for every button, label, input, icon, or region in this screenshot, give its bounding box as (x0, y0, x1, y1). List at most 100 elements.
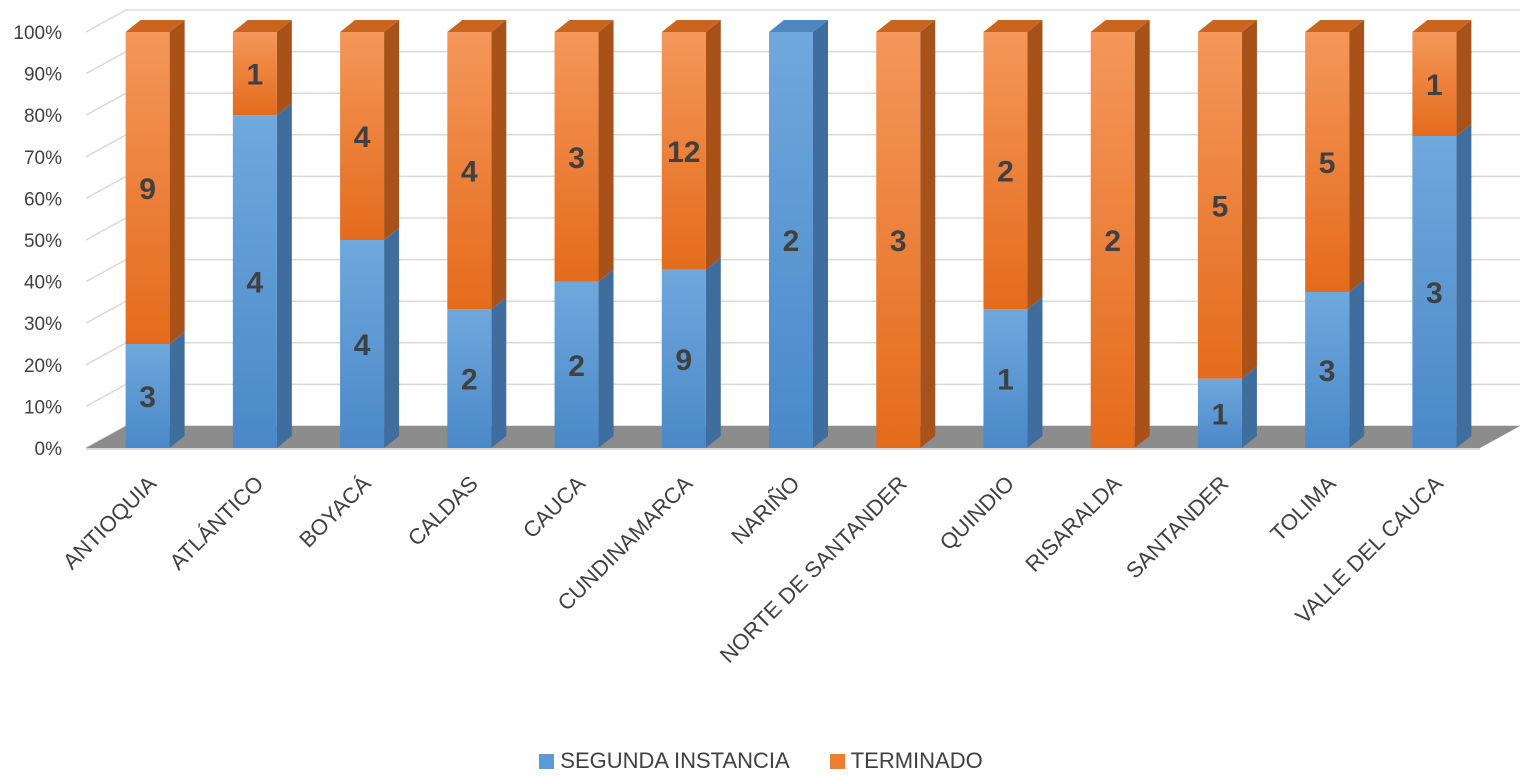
data-label-segunda-instancia-caldas: 2 (461, 364, 478, 397)
y-axis-ticks: 0% 10% 20% 30% 40% 50% 60% 70% 80% 90% 100% (13, 23, 62, 460)
data-label-segunda-instancia-cauca: 2 (568, 350, 585, 383)
y-tick-label: 30% (24, 314, 62, 335)
data-label-terminado-santander: 5 (1212, 190, 1229, 223)
bar-segunda-instancia-quindio[interactable] (983, 309, 1028, 448)
data-label-segunda-instancia-cundinamarca: 9 (675, 344, 692, 377)
x-category-label-boyaca: BOYACÁ (294, 471, 376, 553)
data-label-terminado-valle-del-cauca: 1 (1426, 69, 1443, 102)
bar-side-terminado-norte-de-santander (920, 20, 936, 448)
bar-side-segunda-instancia-valle-del-cauca (1456, 124, 1472, 448)
legend-item-segunda-instancia[interactable]: SEGUNDA INSTANCIA (539, 748, 790, 774)
bar-terminado-atlantico[interactable] (232, 32, 277, 116)
bar-segunda-instancia-santander[interactable] (1197, 378, 1242, 448)
bar-terminado-risaralda[interactable] (1090, 32, 1135, 448)
bar-side-terminado-antioquia (169, 20, 185, 344)
bar-side-terminado-cauca (598, 20, 614, 282)
x-category-label-antioquia: ANTIOQUIA (58, 471, 161, 574)
bar-side-segunda-instancia-boyaca (384, 228, 400, 448)
bar-side-terminado-risaralda (1134, 20, 1150, 448)
bar-terminado-norte-de-santander[interactable] (876, 32, 921, 448)
y-tick-label: 60% (24, 189, 62, 210)
legend-swatch-terminado (829, 753, 845, 769)
bar-side-segunda-instancia-tolima (1349, 280, 1365, 448)
data-label-terminado-norte-de-santander: 3 (890, 225, 907, 258)
bar-terminado-santander[interactable] (1197, 32, 1242, 379)
bar-terminado-cauca[interactable] (554, 32, 599, 282)
bar-segunda-instancia-valle-del-cauca[interactable] (1412, 136, 1457, 448)
data-label-segunda-instancia-quindio: 1 (997, 364, 1014, 397)
data-label-segunda-instancia-tolima: 3 (1319, 355, 1336, 388)
bar-side-terminado-cundinamarca (705, 20, 721, 270)
x-category-label-quindio: QUINDIO (935, 471, 1019, 555)
bar-side-terminado-quindio (1027, 20, 1043, 310)
y-tick-label: 40% (24, 273, 62, 294)
x-category-label-atlantico: ATLÁNTICO (165, 471, 269, 575)
bar-terminado-tolima[interactable] (1305, 32, 1350, 292)
bar-side-terminado-santander (1241, 20, 1257, 379)
bar-terminado-valle-del-cauca[interactable] (1412, 32, 1457, 136)
data-label-segunda-instancia-santander: 1 (1212, 398, 1229, 431)
legend-label-segunda-instancia: SEGUNDA INSTANCIA (560, 748, 790, 773)
bar-terminado-antioquia[interactable] (125, 32, 170, 344)
bar-side-terminado-atlantico (276, 20, 292, 116)
bar-top-segunda-instancia-narino (769, 20, 828, 32)
bar-segunda-instancia-caldas[interactable] (447, 309, 492, 448)
data-label-segunda-instancia-atlantico: 4 (247, 267, 264, 300)
bar-top-terminado-cauca (554, 20, 614, 32)
bar-top-terminado-norte-de-santander (876, 20, 936, 32)
y-tick-label: 90% (24, 65, 62, 86)
bar-top-terminado-santander (1197, 20, 1257, 32)
x-category-label-cauca: CAUCA (518, 471, 590, 543)
bar-side-terminado-caldas (491, 20, 507, 310)
bar-top-terminado-tolima (1305, 20, 1365, 32)
x-category-label-tolima: TOLIMA (1265, 471, 1341, 547)
bar-side-segunda-instancia-cundinamarca (705, 257, 721, 448)
bar-segunda-instancia-tolima[interactable] (1305, 292, 1350, 448)
bar-terminado-caldas[interactable] (447, 32, 492, 310)
data-label-terminado-cundinamarca: 12 (667, 136, 700, 169)
legend: SEGUNDA INSTANCIA TERMINADO (0, 748, 1522, 774)
bar-side-terminado-boyaca (384, 20, 400, 240)
bar-segunda-instancia-antioquia[interactable] (125, 344, 170, 448)
y-tick-label: 0% (35, 439, 63, 460)
bar-top-terminado-quindio (983, 20, 1043, 32)
bar-segunda-instancia-cundinamarca[interactable] (661, 269, 706, 448)
bar-top-terminado-cundinamarca (661, 20, 721, 32)
gridline (85, 9, 1520, 33)
y-tick-label: 70% (24, 148, 62, 169)
bar-top-terminado-valle-del-cauca (1412, 20, 1472, 32)
bar-segunda-instancia-narino[interactable] (769, 32, 813, 448)
legend-item-terminado[interactable]: TERMINADO (829, 748, 983, 774)
bar-segunda-instancia-boyaca[interactable] (340, 240, 385, 448)
data-label-terminado-boyaca: 4 (354, 121, 371, 154)
bar-terminado-quindio[interactable] (983, 32, 1028, 310)
y-tick-label: 10% (24, 397, 62, 418)
data-label-segunda-instancia-boyaca: 4 (354, 329, 371, 362)
bar-side-terminado-tolima (1349, 20, 1365, 292)
data-label-segunda-instancia-valle-del-cauca: 3 (1426, 277, 1443, 310)
bar-top-terminado-risaralda (1090, 20, 1150, 32)
bar-segunda-instancia-cauca[interactable] (554, 281, 599, 448)
bar-side-segunda-instancia-atlantico (276, 103, 292, 448)
data-label-segunda-instancia-antioquia: 3 (139, 381, 156, 414)
y-tick-label: 20% (24, 356, 62, 377)
bar-terminado-boyaca[interactable] (340, 32, 385, 240)
bar-side-segunda-instancia-narino (813, 20, 828, 448)
bar-side-segunda-instancia-caldas (491, 297, 507, 448)
legend-label-terminado: TERMINADO (850, 748, 983, 773)
y-tick-label: 50% (24, 231, 62, 252)
data-label-terminado-tolima: 5 (1319, 147, 1336, 180)
bar-side-segunda-instancia-quindio (1027, 297, 1043, 448)
data-label-terminado-atlantico: 1 (247, 59, 264, 92)
bar-top-terminado-boyaca (340, 20, 400, 32)
bars (125, 20, 1472, 448)
bar-segunda-instancia-atlantico[interactable] (232, 115, 277, 448)
bar-terminado-cundinamarca[interactable] (661, 32, 706, 270)
x-category-label-norte-de-santander: NORTE DE SANTANDER (715, 471, 912, 668)
x-category-label-risaralda: RISARALDA (1020, 471, 1126, 577)
data-label-terminado-quindio: 2 (997, 156, 1014, 189)
bar-side-segunda-instancia-cauca (598, 269, 614, 448)
data-label-terminado-caldas: 4 (461, 156, 478, 189)
